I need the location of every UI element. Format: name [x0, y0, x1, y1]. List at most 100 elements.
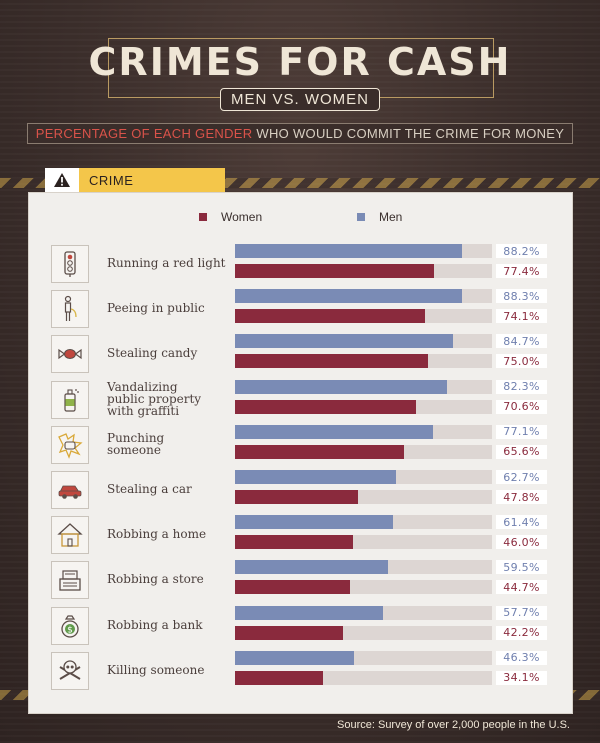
bar-women: [235, 490, 358, 504]
chart-row: Robbing a store 59.5% 44.7%: [29, 557, 572, 601]
bar-women: [235, 354, 428, 369]
chart-row: Killing someone 46.3% 34.1%: [29, 648, 572, 692]
bar-track-men: [235, 470, 492, 484]
legend-label-men: Men: [379, 210, 403, 224]
data-label-women: 77.4%: [496, 264, 547, 278]
bar-track-women: [235, 670, 492, 685]
bar-men: [235, 515, 393, 530]
bar-track-men: [235, 560, 492, 575]
house-icon: [51, 516, 89, 555]
category-label-line: with graffiti: [107, 403, 180, 418]
data-label-men: 84.7%: [496, 334, 547, 349]
money-bag-icon: $: [51, 606, 89, 645]
warning-icon: [45, 168, 79, 192]
cash-register-icon: [51, 561, 89, 600]
data-label-women: 47.8%: [496, 490, 547, 504]
category-label-lines: Vandalizing public property with graffiti: [107, 381, 201, 417]
data-label-women: 34.1%: [496, 670, 547, 685]
data-label-women: 46.0%: [496, 535, 547, 550]
category-label-line: Peeing in public: [107, 301, 205, 316]
category-label: Robbing a bank: [107, 605, 232, 645]
bar-men: [235, 334, 453, 349]
bar-men: [235, 470, 397, 484]
chart-row: Robbing a home 61.4% 46.0%: [29, 512, 572, 556]
bar-track-women: [235, 399, 492, 414]
chart-row: $ Robbing a bank 57.7% 42.2%: [29, 603, 572, 647]
category-label-line: Stealing a car: [107, 482, 192, 496]
page-subtitle: MEN VS. WOMEN: [219, 88, 380, 111]
fist-punch-icon: [51, 425, 89, 464]
subtitle-wrap: MEN VS. WOMEN: [0, 88, 600, 111]
bar-men: [235, 289, 462, 304]
legend-swatch-women: [199, 213, 207, 221]
bar-women: [235, 309, 426, 324]
data-label-women: 75.0%: [496, 354, 547, 369]
category-label-lines: Robbing a home: [107, 528, 206, 540]
category-label-lines: Stealing a car: [107, 483, 192, 495]
bar-men: [235, 244, 462, 258]
category-label: Stealing a car: [107, 469, 232, 509]
category-label: Robbing a store: [107, 559, 232, 599]
car-icon: [51, 471, 89, 509]
category-label: Robbing a home: [107, 514, 232, 554]
description-box: PERCENTAGE OF EACH GENDER WHO WOULD COMM…: [26, 123, 574, 144]
chart-description: PERCENTAGE OF EACH GENDER WHO WOULD COMM…: [0, 123, 600, 144]
spray-can-icon: [51, 380, 89, 419]
chart-row: Stealing a car 62.7% 47.8%: [29, 467, 572, 511]
data-label-men: 62.7%: [496, 470, 547, 484]
bar-men: [235, 379, 447, 394]
data-label-men: 61.4%: [496, 515, 547, 530]
bar-track-women: [235, 444, 492, 459]
bar-track-men: [235, 605, 492, 620]
category-label-line: Robbing a home: [107, 527, 207, 542]
bar-women: [235, 444, 404, 459]
bar-women: [235, 670, 323, 685]
bar-track-men: [235, 289, 492, 304]
bar-women: [235, 580, 350, 595]
data-label-men: 46.3%: [496, 650, 547, 665]
crime-tab: CRIME: [45, 168, 225, 192]
data-label-men: 77.1%: [496, 424, 547, 439]
category-label-line: Killing someone: [107, 662, 205, 677]
category-label-line: someone: [107, 442, 161, 457]
category-label: Vandalizing public property with graffiti: [107, 379, 232, 419]
chart-row: Running a red light 88.2% 77.4%: [29, 241, 572, 285]
bar-track-men: [235, 244, 492, 258]
bar-men: [235, 650, 354, 665]
bar-women: [235, 535, 354, 550]
chart-row: Vandalizing public property with graffiti 8…: [29, 377, 572, 421]
data-label-men: 59.5%: [496, 560, 547, 575]
bar-track-men: [235, 515, 492, 530]
data-label-men: 82.3%: [496, 379, 547, 394]
category-label-line: Running a red light: [107, 256, 226, 270]
bar-women: [235, 399, 417, 414]
category-label: Punching someone: [107, 424, 232, 464]
traffic-light-icon: [51, 245, 89, 283]
category-label: Killing someone: [107, 650, 232, 690]
legend-item-men: Men: [357, 210, 402, 224]
description-rest: WHO WOULD COMMIT THE CRIME FOR MONEY: [252, 126, 565, 141]
category-label-line: Robbing a bank: [107, 617, 203, 632]
category-label: Stealing candy: [107, 333, 232, 373]
peeing-person-icon: [51, 290, 89, 329]
category-label-lines: Killing someone: [107, 664, 204, 676]
bar-men: [235, 560, 388, 575]
bar-track-women: [235, 354, 492, 369]
category-label-lines: Stealing candy: [107, 347, 197, 359]
data-label-women: 74.1%: [496, 309, 547, 324]
category-label-line: public property: [107, 391, 202, 406]
bar-women: [235, 625, 344, 640]
bar-track-women: [235, 535, 492, 550]
category-label-line: Vandalizing: [107, 379, 178, 394]
svg-text:$: $: [67, 625, 73, 635]
legend: Women Men: [29, 210, 572, 226]
category-label: Peeing in public: [107, 288, 232, 328]
bar-track-men: [235, 379, 492, 394]
bar-track-women: [235, 580, 492, 595]
bar-track-men: [235, 334, 492, 349]
bar-men: [235, 605, 384, 620]
data-label-women: 44.7%: [496, 580, 547, 595]
bar-men: [235, 424, 434, 439]
category-label-lines: Punching someone: [107, 432, 164, 456]
chart-row: Peeing in public 88.3% 74.1%: [29, 286, 572, 330]
